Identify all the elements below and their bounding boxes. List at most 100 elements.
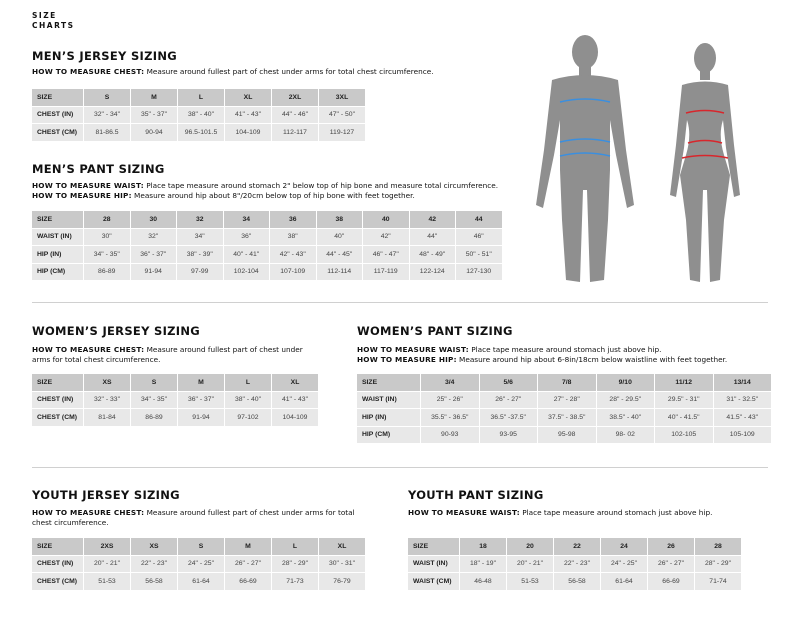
mens-jersey-title: MEN’S JERSEY SIZING [32, 49, 177, 63]
size-header-cell: 42 [409, 211, 455, 228]
table-cell: 25" - 26" [421, 391, 479, 408]
table-cell: 107-109 [270, 263, 316, 280]
table-cell: 44" [409, 228, 455, 245]
male-hip-tape [559, 152, 611, 157]
size-header-cell: XL [272, 374, 318, 391]
table-cell: 51-53 [507, 573, 553, 590]
womens-jersey-title: WOMEN’S JERSEY SIZING [32, 324, 201, 338]
instruction-text: Measure around fullest part of chest und… [32, 345, 303, 364]
row-label: WAIST (IN) [32, 228, 83, 245]
table-row: CHEST (IN) 20" - 21" 22" - 23" 24" - 25" 26"… [32, 555, 365, 572]
table-cell: 28" - 29.5" [596, 391, 654, 408]
size-header-cell: XS [131, 538, 177, 555]
row-label: CHEST (CM) [32, 573, 83, 590]
size-header-cell: 9/10 [596, 374, 654, 391]
measure-instruction: HOW TO MEASURE HIP: Measure around hip a… [32, 191, 498, 201]
table-cell: 127-130 [456, 263, 502, 280]
table-cell: 41" - 43" [272, 391, 318, 408]
table-cell: 71-73 [272, 573, 318, 590]
size-header: SIZE [32, 538, 83, 555]
womens-jersey-table: SIZE XS S M L XL CHEST (IN) 32" - 33" 34" - 35" 3… [31, 373, 319, 427]
size-header-cell: 2XS [84, 538, 130, 555]
instruction-label: HOW TO MEASURE CHEST: [32, 345, 145, 354]
female-chest-tape [685, 109, 725, 114]
table-cell: 20" - 21" [507, 555, 553, 572]
instruction-label: HOW TO MEASURE HIP: [357, 355, 457, 364]
size-header-cell: 20 [507, 538, 553, 555]
size-header: SIZE [32, 211, 83, 228]
table-header-row: SIZE XS S M L XL [32, 374, 318, 391]
table-row: CHEST (CM) 51-53 56-58 61-64 66-69 71-73 76-79 [32, 573, 365, 590]
size-charts-logo: SIZE CHARTS [32, 11, 75, 31]
table-row: CHEST (IN) 32" - 34" 35" - 37" 38" - 40" 41"… [32, 106, 365, 123]
table-cell: 24" - 25" [601, 555, 647, 572]
row-label: WAIST (IN) [408, 555, 459, 572]
table-cell: 34" - 35" [84, 246, 130, 263]
instruction-label: HOW TO MEASURE WAIST: [408, 508, 520, 517]
womens-pant-table: SIZE 3/4 5/6 7/8 9/10 11/12 13/14 WAIST (IN) 25"… [356, 373, 772, 444]
size-header-cell: XS [84, 374, 130, 391]
table-cell: 102-104 [223, 263, 269, 280]
mens-pant-table: SIZE 28 30 32 34 36 38 40 42 44 WAIST (IN) 30" 32" 34… [31, 210, 503, 281]
table-header-row: SIZE 28 30 32 34 36 38 40 42 44 [32, 211, 502, 228]
youth-pant-title: YOUTH PANT SIZING [408, 488, 544, 502]
instruction-label: HOW TO MEASURE WAIST: [357, 345, 469, 354]
size-header-cell: 7/8 [538, 374, 596, 391]
size-header: SIZE [32, 89, 83, 106]
table-cell: 91-94 [130, 263, 176, 280]
table-cell: 96.5-101.5 [178, 124, 224, 141]
youth-pant-table: SIZE 18 20 22 24 26 28 WAIST (IN) 18" - 19" 20" -… [407, 537, 742, 591]
table-cell: 86-89 [131, 409, 177, 426]
table-cell: 36" - 37" [178, 391, 224, 408]
size-header-cell: S [131, 374, 177, 391]
table-row: WAIST (IN) 18" - 19" 20" - 21" 22" - 23" 24"… [408, 555, 741, 572]
table-cell: 97-102 [225, 409, 271, 426]
table-header-row: SIZE 2XS XS S M L XL [32, 538, 365, 555]
table-cell: 36.5" -37.5" [479, 409, 537, 426]
row-label: WAIST (IN) [357, 391, 420, 408]
female-tape-lines [681, 109, 729, 159]
table-cell: 48" - 49" [409, 246, 455, 263]
table-cell: 44" - 45" [316, 246, 362, 263]
size-header-cell: 3/4 [421, 374, 479, 391]
table-cell: 29.5" - 31" [655, 391, 713, 408]
table-cell: 50" - 51" [456, 246, 502, 263]
instruction-text: Place tape measure around stomach just a… [519, 508, 713, 517]
table-cell: 44" - 46" [272, 106, 318, 123]
table-cell: 71-74 [695, 573, 741, 590]
male-chest-tape [559, 98, 611, 103]
table-cell: 93-95 [479, 426, 537, 443]
youth-jersey-table: SIZE 2XS XS S M L XL CHEST (IN) 20" - 21" 22" - 2… [31, 537, 366, 591]
table-cell: 66-69 [225, 573, 271, 590]
size-header-cell: XL [225, 89, 271, 106]
size-header-cell: L [178, 89, 224, 106]
size-header-cell: 3XL [319, 89, 365, 106]
size-header-cell: 34 [223, 211, 269, 228]
size-header-cell: 28 [84, 211, 130, 228]
size-header-cell: XL [319, 538, 365, 555]
mens-pant-title: MEN’S PANT SIZING [32, 162, 165, 176]
size-header-cell: 30 [130, 211, 176, 228]
table-cell: 34" [177, 228, 223, 245]
size-header-cell: 22 [554, 538, 600, 555]
table-row: CHEST (CM) 81-86.5 90-94 96.5-101.5 104-109 1… [32, 124, 365, 141]
table-cell: 32" [130, 228, 176, 245]
size-header-cell: 32 [177, 211, 223, 228]
divider [32, 467, 768, 468]
table-row: WAIST (IN) 25" - 26" 26" - 27" 27" - 28" 28"… [357, 391, 771, 408]
table-cell: 40" - 41" [223, 246, 269, 263]
size-header-cell: M [225, 538, 271, 555]
table-cell: 61-64 [601, 573, 647, 590]
measure-instruction: HOW TO MEASURE CHEST: Measure around ful… [32, 345, 322, 365]
table-cell: 91-94 [178, 409, 224, 426]
table-cell: 105-109 [713, 426, 771, 443]
size-header-cell: 36 [270, 211, 316, 228]
row-label: CHEST (IN) [32, 391, 83, 408]
row-label: CHEST (CM) [32, 409, 83, 426]
row-label: WAIST (CM) [408, 573, 459, 590]
table-row: CHEST (CM) 81-84 86-89 91-94 97-102 104-109 [32, 409, 318, 426]
youth-jersey-title: YOUTH JERSEY SIZING [32, 488, 180, 502]
table-cell: 35.5" - 36.5" [421, 409, 479, 426]
size-header-cell: L [225, 374, 271, 391]
table-cell: 38" [270, 228, 316, 245]
